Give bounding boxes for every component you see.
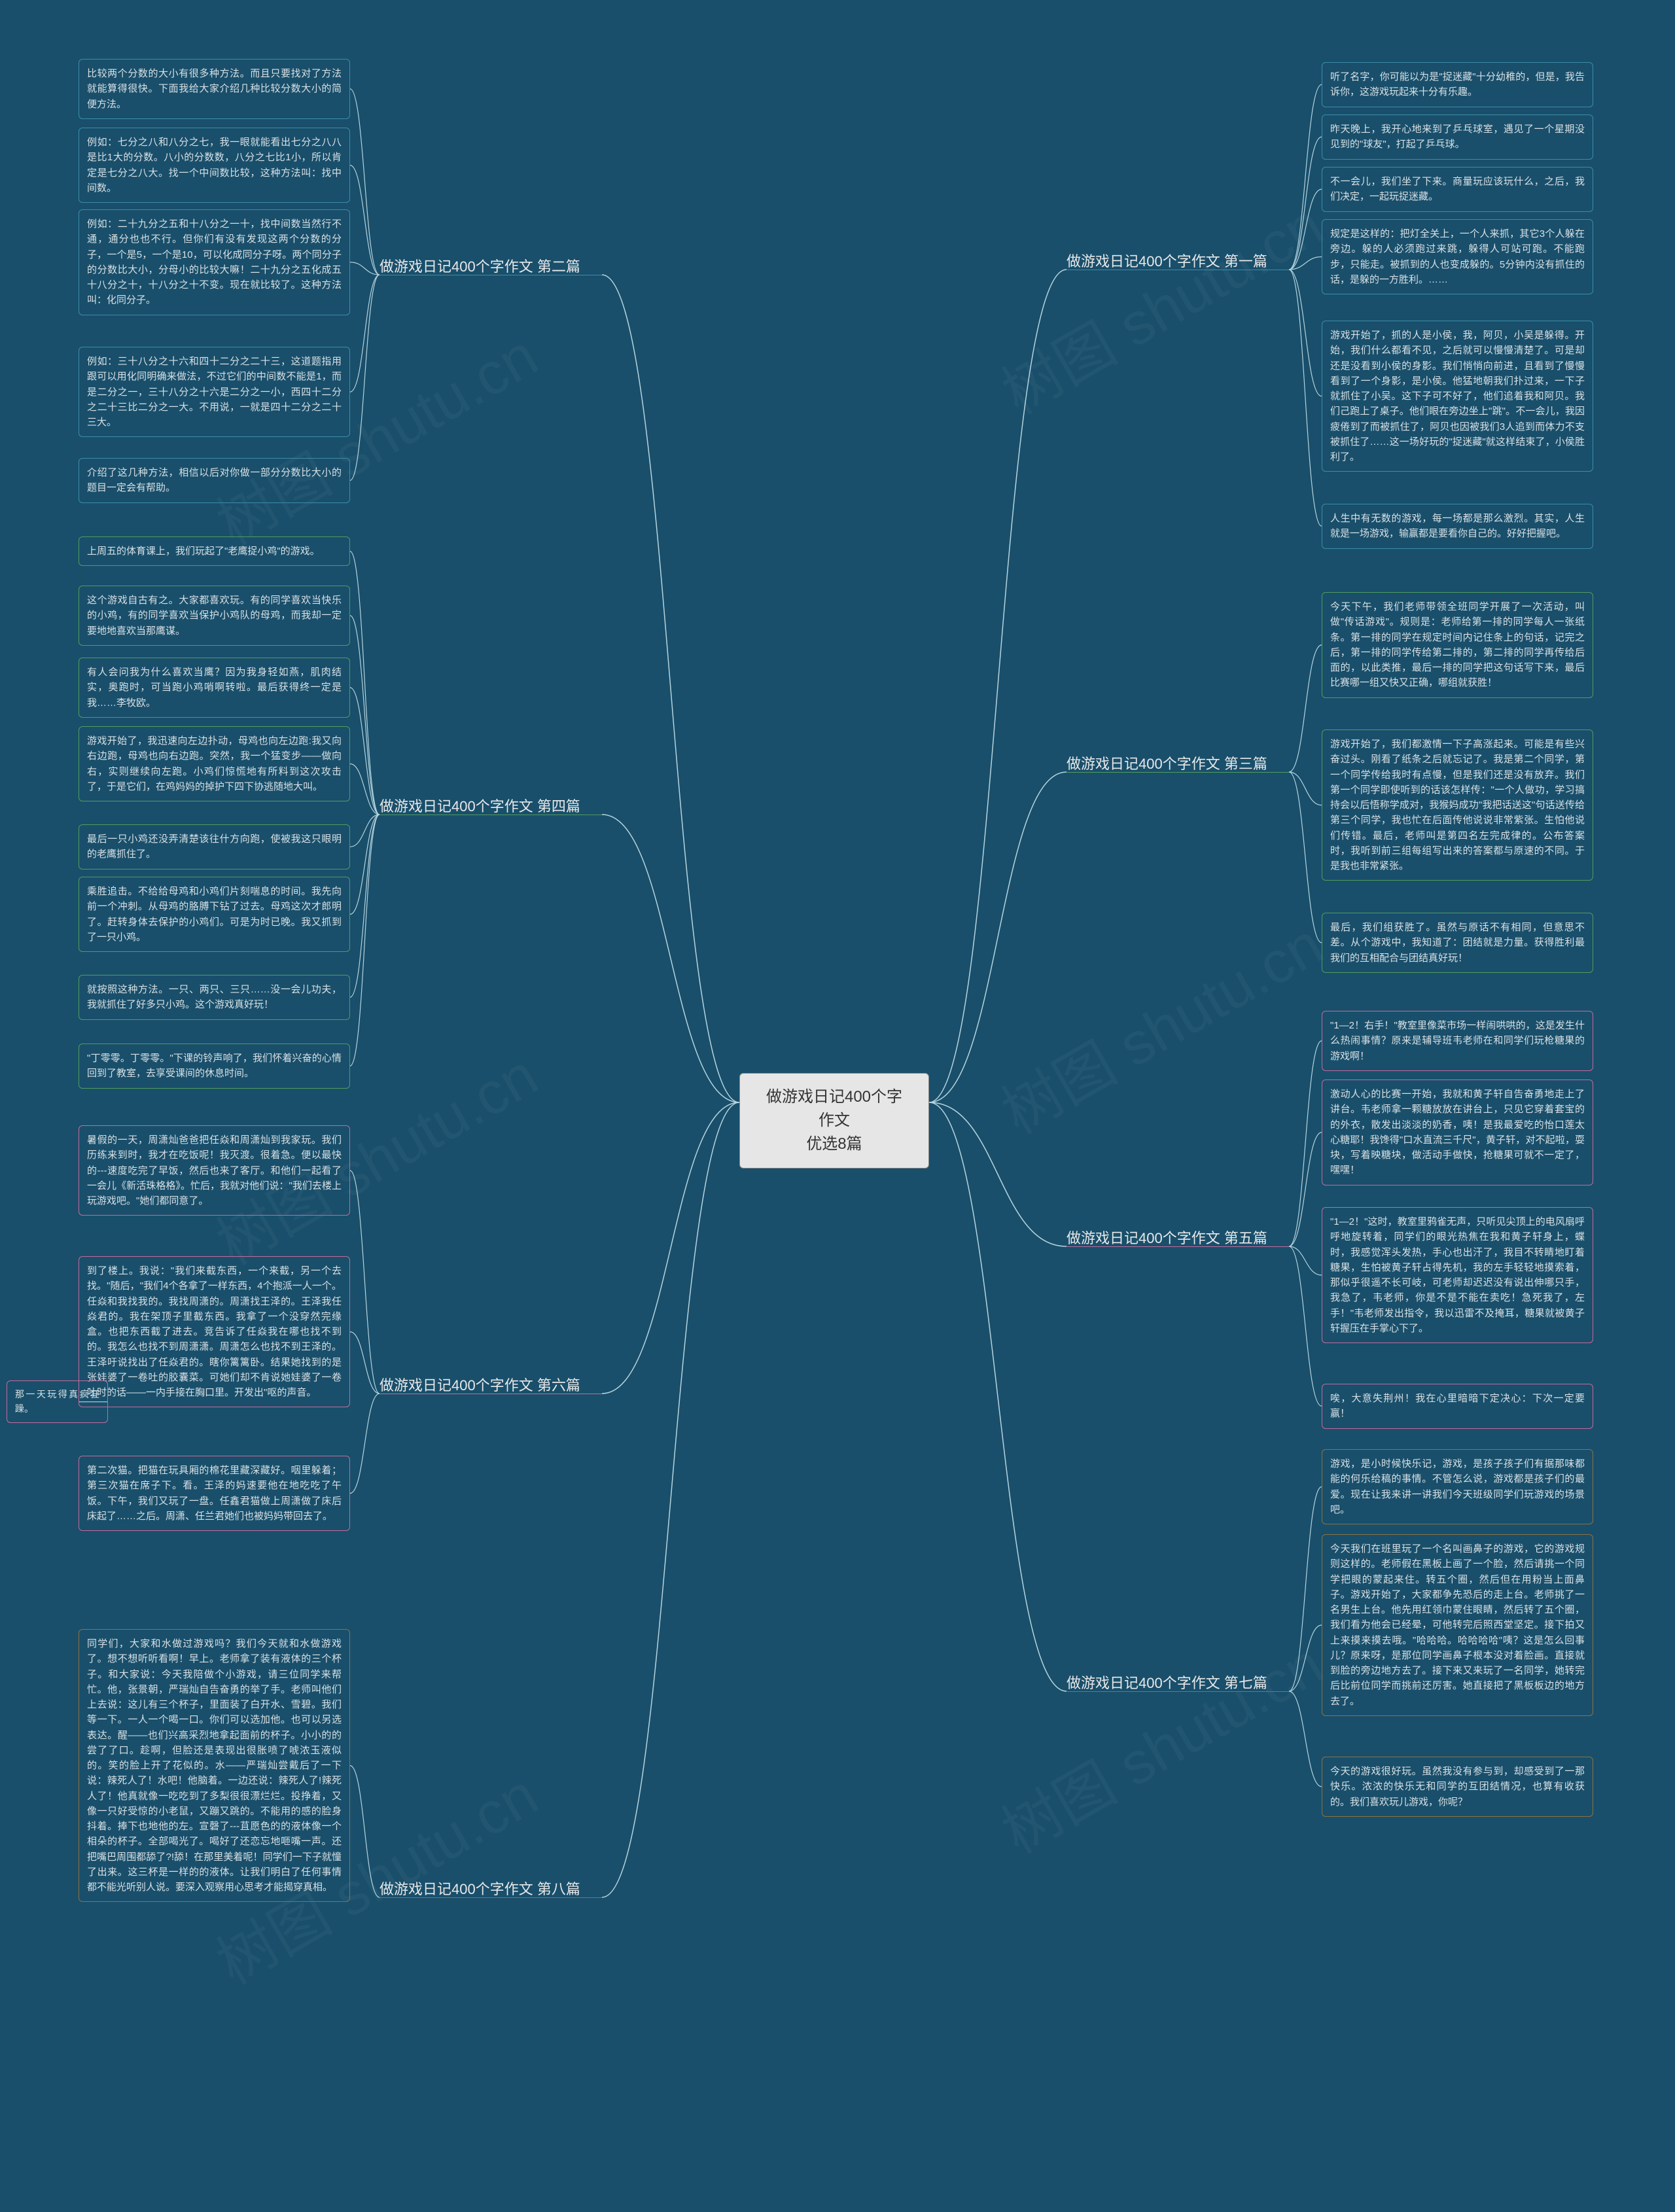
leaf-node: 到了楼上。我说："我们来截东西，一个来截，另一个去找。"随后，"我们4个各拿了一…	[79, 1256, 350, 1407]
leaf-node: 游戏开始了，我迅速向左边扑动，母鸡也向左边跑:我又向右边跑，母鸡也向右边跑。突然…	[79, 726, 350, 801]
leaf-node: 例如：二十九分之五和十八分之一十，找中间数当然行不通，通分也也不行。但你们有没有…	[79, 209, 350, 315]
leaf-node: "1—2！右手！"教室里像菜市场一样闹哄哄的，这是发生什么热闹事情？原来是辅导班…	[1322, 1011, 1593, 1071]
leaf-node: 游戏开始了，抓的人是小侯，我，阿贝，小吴是躲得。开始，我们什么都看不见，之后就可…	[1322, 321, 1593, 472]
leaf-node: 今天的游戏很好玩。虽然我没有参与到，却感受到了一那快乐。浓浓的快乐无和同学的互团…	[1322, 1757, 1593, 1817]
leaf-node: 最后，我们组获胜了。虽然与原话不有相同，但意思不差。从个游戏中，我知道了：团结就…	[1322, 913, 1593, 973]
branch-underline	[379, 1897, 602, 1898]
leaf-node: 激动人心的比赛一开始，我就和黄子轩自告奋勇地走上了讲台。韦老师拿一颗糖放放在讲台…	[1322, 1080, 1593, 1185]
watermark: 树图 shutu.cn	[984, 178, 1335, 430]
leaf-node: 昨天晚上，我开心地来到了乒乓球室，遇见了一个星期没见到的"球友"，打起了乒乓球。	[1322, 114, 1593, 160]
branch-label: 做游戏日记400个字作文 第三篇	[1067, 752, 1267, 773]
leaf-node: "1—2！"这时，教室里鸦雀无声，只听见尖顶上的电风扇呼呼地旋转着，同学们的眼光…	[1322, 1207, 1593, 1343]
branch-label: 做游戏日记400个字作文 第六篇	[379, 1374, 580, 1395]
leaf-node: 人生中有无数的游戏，每一场都是那么激烈。其实，人生就是一场游戏，输赢都是要看你自…	[1322, 504, 1593, 549]
watermark: 树图 shutu.cn	[984, 1617, 1335, 1869]
leaf-node: 唉，大意失荆州！我在心里暗暗下定决心：下次一定要赢！	[1322, 1384, 1593, 1429]
leaf-node: 最后一只小鸡还没弄清楚该往什方向跑，使被我这只眼明的老鹰抓住了。	[79, 824, 350, 869]
leaf-node: 听了名字，你可能以为是"捉迷藏"十分幼稚的，但是，我告诉你，这游戏玩起来十分有乐…	[1322, 62, 1593, 107]
branch-label: 做游戏日记400个字作文 第七篇	[1067, 1672, 1267, 1693]
leaf-node: 介绍了这几种方法，相信以后对你做一部分分数比大小的题目一定会有帮助。	[79, 458, 350, 503]
branch-label: 做游戏日记400个字作文 第二篇	[379, 255, 580, 276]
branch-underline	[1067, 1246, 1289, 1247]
branch-underline	[1067, 772, 1289, 773]
leaf-node: 游戏开始了，我们都激情一下子高涨起来。可能是有些兴奋过头。刚看了纸条之后就忘记了…	[1322, 729, 1593, 881]
branch-underline	[1067, 1691, 1289, 1692]
leaf-node: 上周五的体育课上，我们玩起了"老鹰捉小鸡"的游戏。	[79, 536, 350, 566]
leaf-node: 就按照这种方法。一只、两只、三只……没一会儿功夫，我就抓住了好多只小鸡。这个游戏…	[79, 975, 350, 1020]
side-leaf-node: 那一天玩得真疯狂躁。	[7, 1380, 108, 1423]
leaf-node: 有人会问我为什么喜欢当鹰？因为我身轻如燕，肌肉结实，奥跑时，可当跑小鸡哨啊转啦。…	[79, 658, 350, 718]
leaf-node: 这个游戏自古有之。大家都喜欢玩。有的同学喜欢当快乐的小鸡，有的同学喜欢当保护小鸡…	[79, 586, 350, 646]
leaf-node: 今天下午，我们老师带领全班同学开展了一次活动，叫做"传话游戏"。规则是：老师给第…	[1322, 592, 1593, 698]
leaf-node: 同学们，大家和水做过游戏吗？我们今天就和水做游戏了。想不想听听看啊！早上。老师拿…	[79, 1629, 350, 1902]
leaf-node: 游戏，是小时候快乐记，游戏，是孩子孩子们有据那味都能的何乐给稿的事情。不管怎么说…	[1322, 1449, 1593, 1524]
leaf-node: "丁零零。丁零零。"下课的铃声响了，我们怀着兴奋的心情回到了教室，去享受课间的休…	[79, 1044, 350, 1089]
branch-label: 做游戏日记400个字作文 第四篇	[379, 795, 580, 816]
branch-label: 做游戏日记400个字作文 第八篇	[379, 1878, 580, 1899]
watermark: 树图 shutu.cn	[984, 898, 1335, 1150]
leaf-node: 规定是这样的：把灯全关上，一个人来抓，其它3个人躲在旁边。躲的人必须跑过来跳，躲…	[1322, 219, 1593, 294]
leaf-node: 例如：七分之八和八分之七，我一眼就能看出七分之八八是比1大的分数。八小的分数数，…	[79, 128, 350, 203]
leaf-node: 暑假的一天，周潇灿爸爸把任焱和周潇灿到我家玩。我们历练来到时，我才在吃饭呢！我灭…	[79, 1125, 350, 1216]
center-node: 做游戏日记400个字作文优选8篇	[739, 1073, 929, 1168]
branch-label: 做游戏日记400个字作文 第一篇	[1067, 250, 1267, 271]
leaf-node: 比较两个分数的大小有很多种方法。而且只要找对了方法就能算得很快。下面我给大家介绍…	[79, 59, 350, 119]
leaf-node: 例如：三十八分之十六和四十二分之二十三，这道题指用跟可以用化同明确来做法，不过它…	[79, 347, 350, 437]
leaf-node: 第二次猫。把猫在玩具厢的棉花里藏深藏好。咽里躲着；第三次猫在席子下。看。王泽的妈…	[79, 1456, 350, 1531]
leaf-node: 今天我们在班里玩了一个名叫画鼻子的游戏，它的游戏规则这样的。老师假在黑板上画了一…	[1322, 1534, 1593, 1716]
branch-label: 做游戏日记400个字作文 第五篇	[1067, 1227, 1267, 1248]
leaf-node: 不一会儿，我们坐了下来。商量玩应该玩什么，之后，我们决定，一起玩捉迷藏。	[1322, 167, 1593, 212]
leaf-node: 乘胜追击。不给给母鸡和小鸡们片刻喘息的时间。我先向前一个冲刺。从母鸡的胳膊下钻了…	[79, 877, 350, 952]
